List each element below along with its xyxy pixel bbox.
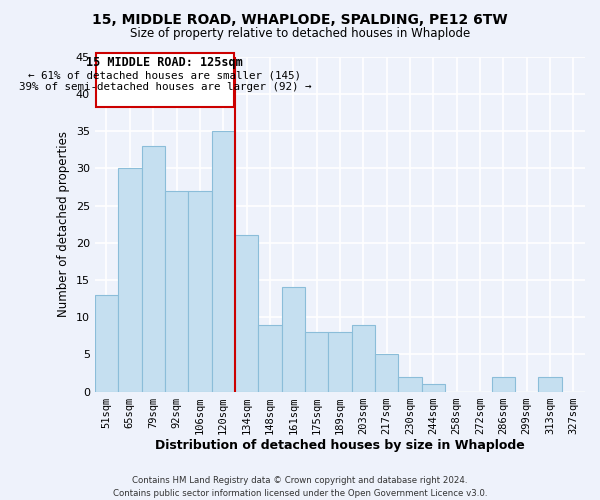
Bar — [212, 131, 235, 392]
Bar — [188, 190, 212, 392]
Text: Contains HM Land Registry data © Crown copyright and database right 2024.
Contai: Contains HM Land Registry data © Crown c… — [113, 476, 487, 498]
Bar — [352, 324, 375, 392]
Bar — [235, 236, 258, 392]
Bar — [118, 168, 142, 392]
X-axis label: Distribution of detached houses by size in Whaplode: Distribution of detached houses by size … — [155, 440, 525, 452]
Text: 15 MIDDLE ROAD: 125sqm: 15 MIDDLE ROAD: 125sqm — [86, 56, 243, 69]
Y-axis label: Number of detached properties: Number of detached properties — [57, 131, 70, 317]
Text: 39% of semi-detached houses are larger (92) →: 39% of semi-detached houses are larger (… — [19, 82, 311, 92]
Text: ← 61% of detached houses are smaller (145): ← 61% of detached houses are smaller (14… — [28, 70, 301, 80]
FancyBboxPatch shape — [96, 53, 234, 108]
Bar — [142, 146, 165, 392]
Bar — [281, 288, 305, 392]
Bar — [258, 324, 281, 392]
Bar — [95, 295, 118, 392]
Bar — [305, 332, 328, 392]
Bar — [538, 376, 562, 392]
Bar — [422, 384, 445, 392]
Bar — [491, 376, 515, 392]
Text: Size of property relative to detached houses in Whaplode: Size of property relative to detached ho… — [130, 28, 470, 40]
Bar — [165, 190, 188, 392]
Bar — [398, 376, 422, 392]
Text: 15, MIDDLE ROAD, WHAPLODE, SPALDING, PE12 6TW: 15, MIDDLE ROAD, WHAPLODE, SPALDING, PE1… — [92, 12, 508, 26]
Bar — [375, 354, 398, 392]
Bar — [328, 332, 352, 392]
